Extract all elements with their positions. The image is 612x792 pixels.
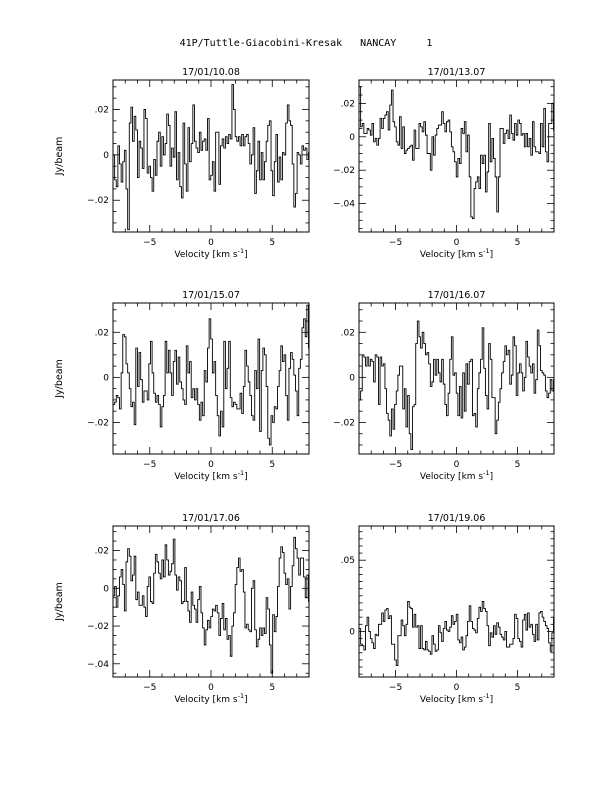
x-tick-label: 5 [515, 460, 521, 470]
x-tick-label: 0 [208, 683, 214, 693]
y-tick-label: 0 [349, 373, 355, 383]
x-axis-label: Velocity [km s-1] [420, 247, 493, 260]
x-axis-label: Velocity [km s-1] [174, 469, 247, 482]
panel-title: 17/01/15.07 [182, 290, 240, 301]
x-axis-label: Velocity [km s-1] [174, 692, 247, 705]
y-tick-label: −.04 [87, 660, 109, 670]
y-tick-label: .02 [341, 99, 355, 109]
y-tick-label: .02 [95, 547, 109, 557]
x-tick-label: 0 [454, 683, 460, 693]
y-tick-label: .02 [95, 105, 109, 115]
spectrum-panel: −5 0 5 0 .05 17/01/19.06 Velocity [km s-1] [341, 513, 555, 705]
spectrum-panel: −5 0 5 −.04 −.02 0 .02 17/01/13.07 Velocity [km … [333, 67, 555, 260]
x-tick-label: −5 [143, 683, 156, 693]
plot-frame [358, 79, 555, 233]
spectrum-panel: −5 0 5 −.02 0 .02 17/01/16.07 Velocity [km s-1] [333, 290, 555, 482]
y-tick-label: 0 [349, 133, 355, 143]
x-tick-label: 0 [454, 238, 460, 248]
x-axis-label: Velocity [km s-1] [420, 692, 493, 705]
x-tick-label: 5 [515, 238, 521, 248]
x-tick-label: 5 [269, 683, 275, 693]
panel-title: 17/01/16.07 [428, 290, 486, 301]
y-axis-label: Jy/beam [54, 359, 65, 399]
y-tick-label: −.02 [87, 418, 109, 428]
x-axis-label: Velocity [km s-1] [174, 247, 247, 260]
spectrum-panel: −5 0 5 −.02 0 .02 17/01/15.07 Velocity [km s-1]… [54, 290, 310, 482]
y-tick-label: −.02 [333, 166, 355, 176]
y-tick-label: .02 [95, 328, 109, 338]
y-tick-label: 0 [103, 151, 109, 161]
x-tick-label: −5 [389, 238, 402, 248]
y-tick-label: .05 [341, 556, 355, 566]
y-tick-label: −.02 [87, 622, 109, 632]
y-tick-label: .02 [341, 328, 355, 338]
spectrum-line [359, 86, 554, 220]
y-axis-label: Jy/beam [54, 582, 65, 622]
y-tick-label: −.04 [333, 200, 355, 210]
page-title: 41P/Tuttle-Giacobini-Kresak NANCAY 1 [179, 38, 433, 49]
x-tick-label: −5 [389, 460, 402, 470]
spectrum-panel: −5 0 5 −.02 0 .02 17/01/10.08 Velocity [km s-1]… [54, 67, 310, 260]
panel-title: 17/01/19.06 [428, 513, 486, 524]
y-tick-label: 0 [103, 584, 109, 594]
spectrum-line [113, 304, 309, 446]
spectrum-line [113, 536, 309, 674]
panel-title: 17/01/17.06 [182, 513, 240, 524]
panel-title: 17/01/13.07 [428, 67, 486, 78]
y-tick-label: 0 [349, 627, 355, 637]
y-tick-label: −.02 [87, 196, 109, 206]
x-tick-label: 5 [269, 460, 275, 470]
x-tick-label: −5 [143, 460, 156, 470]
x-tick-label: −5 [389, 683, 402, 693]
x-tick-label: −5 [143, 238, 156, 248]
x-tick-label: 5 [515, 683, 521, 693]
x-tick-label: 5 [269, 238, 275, 248]
panel-title: 17/01/10.08 [182, 67, 240, 78]
y-tick-label: 0 [103, 373, 109, 383]
x-tick-label: 0 [454, 460, 460, 470]
x-tick-label: 0 [208, 460, 214, 470]
y-axis-label: Jy/beam [54, 137, 65, 177]
x-tick-label: 0 [208, 238, 214, 248]
x-axis-label: Velocity [km s-1] [420, 469, 493, 482]
y-tick-label: −.02 [333, 418, 355, 428]
spectrum-line [113, 84, 309, 231]
spectrum-line [359, 320, 554, 450]
spectrum-line [359, 601, 554, 667]
spectrum-panel: −5 0 5 −.04 −.02 0 .02 17/01/17.06 Velocity [km … [54, 513, 310, 705]
plot-frame [358, 525, 555, 678]
